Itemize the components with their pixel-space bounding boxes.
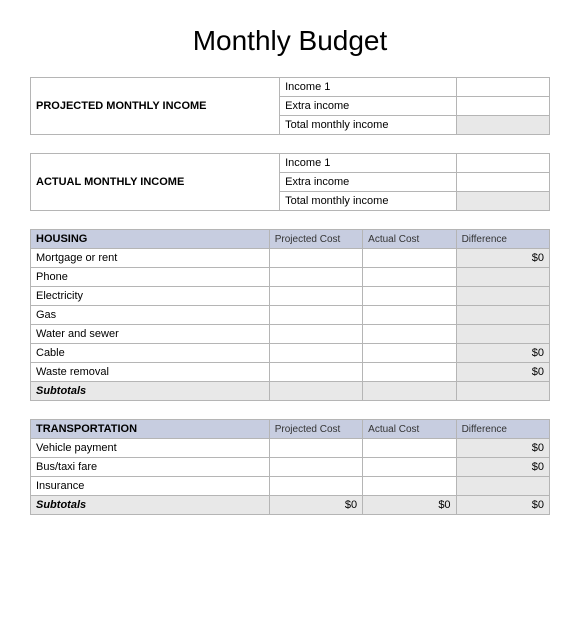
item-label: Vehicle payment [31,439,270,458]
item-label: Bus/taxi fare [31,458,270,477]
actual-cell[interactable] [363,268,456,287]
subtotal-actual [363,382,456,401]
difference-cell: $0 [456,363,549,382]
projected-cell[interactable] [269,344,362,363]
table-row: Water and sewer [31,325,550,344]
projected-cell[interactable] [269,249,362,268]
difference-cell [456,477,549,496]
difference-cell [456,268,549,287]
income-row-value[interactable] [456,97,549,116]
actual-income-table: ACTUAL MONTHLY INCOME Income 1 Extra inc… [30,153,550,211]
item-label: Water and sewer [31,325,270,344]
projected-cell[interactable] [269,268,362,287]
table-row: Phone [31,268,550,287]
subtotal-label: Subtotals [31,382,270,401]
item-label: Cable [31,344,270,363]
income-row-value [456,192,549,211]
actual-cell[interactable] [363,439,456,458]
projected-cell[interactable] [269,306,362,325]
table-row: Insurance [31,477,550,496]
difference-cell: $0 [456,249,549,268]
table-row: Gas [31,306,550,325]
subtotal-difference [456,382,549,401]
subtotal-difference: $0 [456,496,549,515]
housing-title: HOUSING [31,230,270,249]
projected-cell[interactable] [269,458,362,477]
table-row: Vehicle payment $0 [31,439,550,458]
transportation-title: TRANSPORTATION [31,420,270,439]
item-label: Gas [31,306,270,325]
subtotal-actual: $0 [363,496,456,515]
subtotal-row: Subtotals $0 $0 $0 [31,496,550,515]
col-header-projected: Projected Cost [269,420,362,439]
actual-cell[interactable] [363,477,456,496]
table-row: Waste removal $0 [31,363,550,382]
table-row: Mortgage or rent $0 [31,249,550,268]
table-row: Cable $0 [31,344,550,363]
subtotal-projected: $0 [269,496,362,515]
actual-income-label: ACTUAL MONTHLY INCOME [31,154,280,211]
col-header-actual: Actual Cost [363,420,456,439]
projected-income-label: PROJECTED MONTHLY INCOME [31,78,280,135]
projected-income-table: PROJECTED MONTHLY INCOME Income 1 Extra … [30,77,550,135]
item-label: Electricity [31,287,270,306]
income-row-value[interactable] [456,78,549,97]
income-row-value[interactable] [456,173,549,192]
item-label: Phone [31,268,270,287]
col-header-projected: Projected Cost [269,230,362,249]
table-row: Bus/taxi fare $0 [31,458,550,477]
difference-cell [456,306,549,325]
difference-cell: $0 [456,439,549,458]
income-row-label: Total monthly income [280,192,456,211]
difference-cell: $0 [456,458,549,477]
col-header-difference: Difference [456,230,549,249]
income-row-value [456,116,549,135]
actual-cell[interactable] [363,249,456,268]
projected-cell[interactable] [269,363,362,382]
page-title: Monthly Budget [30,25,550,57]
item-label: Insurance [31,477,270,496]
difference-cell [456,325,549,344]
item-label: Waste removal [31,363,270,382]
actual-cell[interactable] [363,287,456,306]
actual-cell[interactable] [363,325,456,344]
projected-cell[interactable] [269,477,362,496]
income-row-label: Total monthly income [280,116,456,135]
projected-cell[interactable] [269,439,362,458]
actual-cell[interactable] [363,363,456,382]
projected-cell[interactable] [269,325,362,344]
difference-cell: $0 [456,344,549,363]
actual-cell[interactable] [363,458,456,477]
housing-table: HOUSING Projected Cost Actual Cost Diffe… [30,229,550,401]
subtotal-projected [269,382,362,401]
difference-cell [456,287,549,306]
income-row-label: Income 1 [280,154,456,173]
projected-cell[interactable] [269,287,362,306]
table-row: Electricity [31,287,550,306]
subtotal-label: Subtotals [31,496,270,515]
income-row-label: Extra income [280,173,456,192]
income-row-value[interactable] [456,154,549,173]
transportation-table: TRANSPORTATION Projected Cost Actual Cos… [30,419,550,515]
col-header-difference: Difference [456,420,549,439]
subtotal-row: Subtotals [31,382,550,401]
income-row-label: Income 1 [280,78,456,97]
col-header-actual: Actual Cost [363,230,456,249]
actual-cell[interactable] [363,306,456,325]
item-label: Mortgage or rent [31,249,270,268]
actual-cell[interactable] [363,344,456,363]
income-row-label: Extra income [280,97,456,116]
